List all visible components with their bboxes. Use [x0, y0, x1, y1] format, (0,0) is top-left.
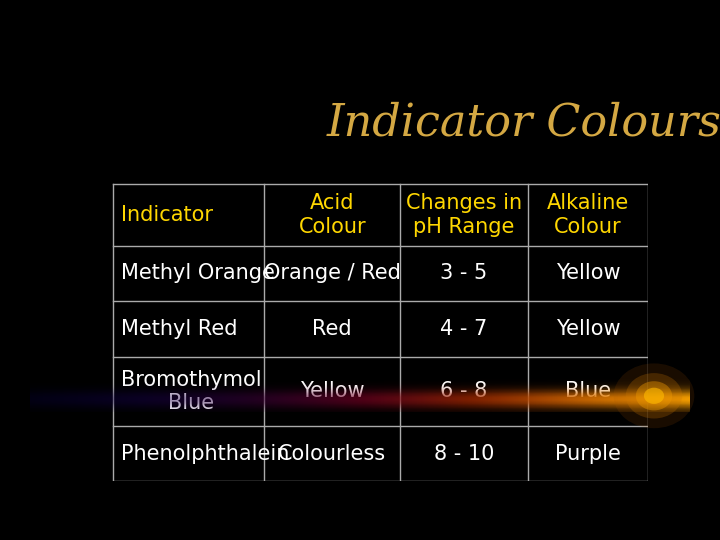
Text: 3 - 5: 3 - 5: [441, 264, 487, 284]
Text: 8 - 10: 8 - 10: [433, 444, 494, 464]
Text: Methyl Red: Methyl Red: [121, 319, 238, 339]
Ellipse shape: [613, 363, 694, 428]
Text: Yellow: Yellow: [556, 264, 620, 284]
Text: Yellow: Yellow: [300, 381, 364, 401]
Text: Orange / Red: Orange / Red: [264, 264, 400, 284]
Text: Blue: Blue: [565, 381, 611, 401]
Text: Changes in
pH Range: Changes in pH Range: [406, 193, 522, 237]
Text: Bromothymol
Blue: Bromothymol Blue: [121, 370, 261, 413]
Ellipse shape: [636, 381, 672, 410]
Text: Indicator Colours: Indicator Colours: [327, 101, 720, 144]
Text: Purple: Purple: [555, 444, 621, 464]
Ellipse shape: [626, 373, 683, 418]
Text: 6 - 8: 6 - 8: [441, 381, 487, 401]
Ellipse shape: [644, 388, 664, 404]
Text: Indicator: Indicator: [121, 205, 213, 225]
Text: Red: Red: [312, 319, 352, 339]
Text: Acid
Colour: Acid Colour: [298, 193, 366, 237]
Text: Yellow: Yellow: [556, 319, 620, 339]
Text: Alkaline
Colour: Alkaline Colour: [546, 193, 629, 237]
Text: Methyl Orange: Methyl Orange: [121, 264, 275, 284]
Text: 4 - 7: 4 - 7: [441, 319, 487, 339]
Text: Colourless: Colourless: [278, 444, 386, 464]
Text: Phenolphthalein: Phenolphthalein: [121, 444, 289, 464]
